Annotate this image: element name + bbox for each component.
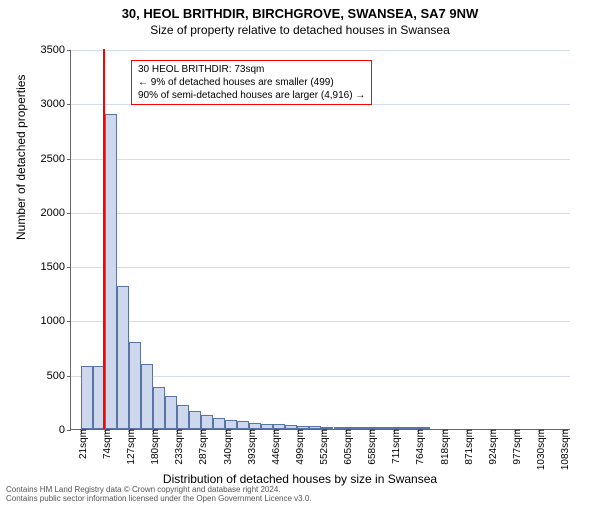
ytick-label: 3500 [41, 44, 65, 56]
highlight-marker [103, 49, 105, 429]
histogram-bar [129, 342, 141, 429]
ytick-mark [67, 50, 71, 51]
footer-attribution: Contains HM Land Registry data © Crown c… [6, 485, 312, 504]
plot-area: 050010001500200025003000350021sqm74sqm12… [70, 50, 570, 430]
xtick-label: 499sqm [295, 429, 306, 465]
xtick-label: 393sqm [247, 429, 258, 465]
xtick-label: 977sqm [512, 429, 523, 465]
histogram-bar [165, 396, 177, 429]
grid-line [71, 213, 570, 214]
ytick-label: 0 [59, 424, 65, 436]
ytick-label: 2500 [41, 153, 65, 165]
xtick-label: 818sqm [440, 429, 451, 465]
histogram-bar [141, 364, 153, 429]
histogram-bar [189, 411, 201, 429]
xtick-label: 340sqm [223, 429, 234, 465]
xtick-label: 658sqm [367, 429, 378, 465]
grid-line [71, 159, 570, 160]
xtick-label: 871sqm [464, 429, 475, 465]
xtick-label: 552sqm [319, 429, 330, 465]
xtick-label: 233sqm [174, 429, 185, 465]
ytick-label: 1000 [41, 315, 65, 327]
xtick-label: 180sqm [150, 429, 161, 465]
annotation-box: 30 HEOL BRITHDIR: 73sqm← 9% of detached … [131, 60, 372, 105]
footer-line1: Contains HM Land Registry data © Crown c… [6, 485, 312, 495]
histogram-bar [237, 421, 249, 429]
chart-plot: 050010001500200025003000350021sqm74sqm12… [70, 50, 570, 430]
histogram-bar [201, 415, 213, 429]
annotation-line: 90% of semi-detached houses are larger (… [138, 89, 365, 102]
xtick-label: 74sqm [102, 429, 113, 459]
histogram-bar [177, 405, 189, 429]
y-axis-title: Number of detached properties [14, 75, 28, 240]
xtick-label: 764sqm [415, 429, 426, 465]
xtick-label: 1030sqm [536, 429, 547, 470]
annotation-line: 30 HEOL BRITHDIR: 73sqm [138, 63, 365, 76]
ytick-mark [67, 159, 71, 160]
xtick-label: 21sqm [78, 429, 89, 459]
xtick-label: 127sqm [126, 429, 137, 465]
histogram-bar [225, 420, 237, 429]
ytick-mark [67, 430, 71, 431]
histogram-bar [117, 286, 129, 429]
histogram-bar [105, 114, 117, 429]
annotation-line: ← 9% of detached houses are smaller (499… [138, 76, 365, 89]
page-subtitle: Size of property relative to detached ho… [0, 23, 600, 37]
ytick-label: 1500 [41, 261, 65, 273]
ytick-mark [67, 213, 71, 214]
xtick-label: 711sqm [391, 429, 402, 464]
xtick-label: 605sqm [343, 429, 354, 465]
xtick-label: 924sqm [488, 429, 499, 465]
histogram-bar [81, 366, 93, 429]
xtick-label: 287sqm [198, 429, 209, 465]
ytick-mark [67, 321, 71, 322]
histogram-bar [153, 387, 165, 429]
ytick-mark [67, 267, 71, 268]
ytick-label: 500 [47, 370, 65, 382]
ytick-label: 2000 [41, 207, 65, 219]
ytick-mark [67, 376, 71, 377]
page-title: 30, HEOL BRITHDIR, BIRCHGROVE, SWANSEA, … [0, 6, 600, 21]
footer-line2: Contains public sector information licen… [6, 494, 312, 504]
xtick-label: 1083sqm [560, 429, 571, 470]
xtick-label: 446sqm [271, 429, 282, 465]
histogram-bar [213, 418, 225, 429]
ytick-mark [67, 104, 71, 105]
grid-line [71, 267, 570, 268]
grid-line [71, 321, 570, 322]
grid-line [71, 50, 570, 51]
ytick-label: 3000 [41, 98, 65, 110]
